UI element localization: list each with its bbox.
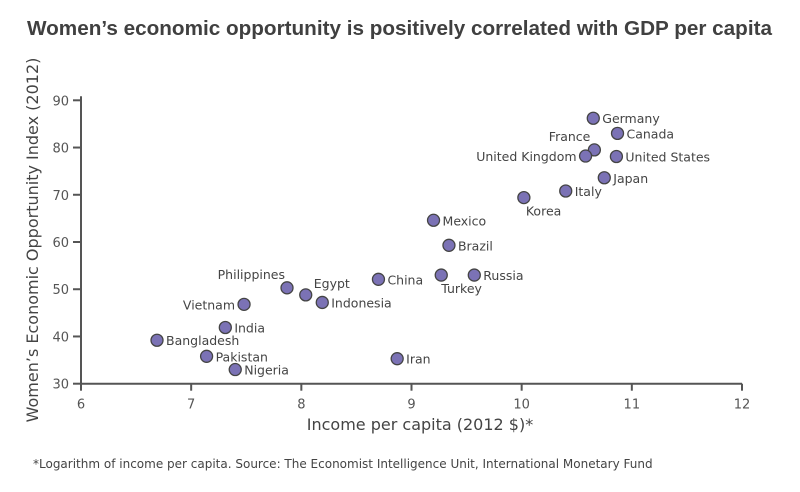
point-label-pakistan: Pakistan xyxy=(216,349,268,364)
x-tick-label: 12 xyxy=(734,398,751,413)
point-label-indonesia: Indonesia xyxy=(331,295,391,310)
point-label-nigeria: Nigeria xyxy=(244,363,289,378)
y-tick-label: 70 xyxy=(52,189,69,204)
point-label-egypt: Egypt xyxy=(314,276,350,291)
point-pakistan xyxy=(199,349,214,363)
y-tick-label: 60 xyxy=(52,236,69,251)
point-nigeria xyxy=(228,362,242,377)
point-label-china: China xyxy=(387,272,423,287)
point-label-japan: Japan xyxy=(612,171,648,186)
point-italy xyxy=(559,184,573,198)
point-label-vietnam: Vietnam xyxy=(183,297,235,312)
y-tick-label: 40 xyxy=(52,330,69,345)
point-label-united-kingdom: United Kingdom xyxy=(476,149,576,164)
axes: 30 40 50 60 70 80 90 6 7 8 9 10 11 12 xyxy=(52,94,750,412)
point-label-canada: Canada xyxy=(627,126,675,141)
point-label-italy: Italy xyxy=(575,184,603,199)
point-turkey xyxy=(434,268,448,282)
point-label-india: India xyxy=(234,320,265,335)
point-label-brazil: Brazil xyxy=(458,238,493,253)
y-tick-label: 30 xyxy=(52,378,69,393)
point-canada xyxy=(610,126,625,141)
x-axis-label: Income per capita (2012 $)* xyxy=(307,415,533,434)
y-tick-label: 90 xyxy=(52,94,69,109)
chart-title: Women’s economic opportunity is positive… xyxy=(27,18,773,40)
point-russia xyxy=(467,268,481,282)
y-tick-label: 80 xyxy=(52,142,69,157)
x-tick-label: 11 xyxy=(624,398,641,413)
x-tick-label: 10 xyxy=(513,398,530,413)
point-iran xyxy=(390,352,404,366)
point-label-iran: Iran xyxy=(406,352,430,367)
point-label-germany: Germany xyxy=(602,111,660,126)
point-label-united-states: United States xyxy=(625,150,710,165)
point-bangladesh xyxy=(150,333,164,347)
point-united-kingdom xyxy=(578,149,593,163)
x-tick-label: 6 xyxy=(77,398,85,413)
footnote: *Logarithm of income per capita. Source:… xyxy=(33,457,653,471)
point-label-russia: Russia xyxy=(483,268,523,283)
point-germany xyxy=(586,111,600,125)
x-tick-label: 9 xyxy=(407,398,415,413)
point-label-turkey: Turkey xyxy=(440,281,482,296)
x-tick-label: 7 xyxy=(187,398,195,413)
point-egypt xyxy=(299,288,313,302)
point-china xyxy=(371,272,386,286)
point-mexico xyxy=(426,213,441,227)
point-japan xyxy=(597,171,611,185)
point-indonesia xyxy=(315,295,329,310)
point-vietnam xyxy=(237,297,251,311)
point-korea xyxy=(517,190,531,205)
point-philippines xyxy=(280,281,294,295)
point-label-france: France xyxy=(549,129,591,144)
y-tick-label: 50 xyxy=(52,283,69,298)
point-label-korea: Korea xyxy=(526,204,561,219)
point-united-states xyxy=(609,149,624,164)
point-india xyxy=(218,320,232,335)
point-label-mexico: Mexico xyxy=(443,213,487,228)
point-label-philippines: Philippines xyxy=(218,267,285,282)
point-label-bangladesh: Bangladesh xyxy=(166,333,239,348)
x-tick-label: 8 xyxy=(297,398,305,413)
point-brazil xyxy=(442,238,456,252)
y-axis-label: Women’s Economic Opportunity Index (2012… xyxy=(23,58,42,423)
